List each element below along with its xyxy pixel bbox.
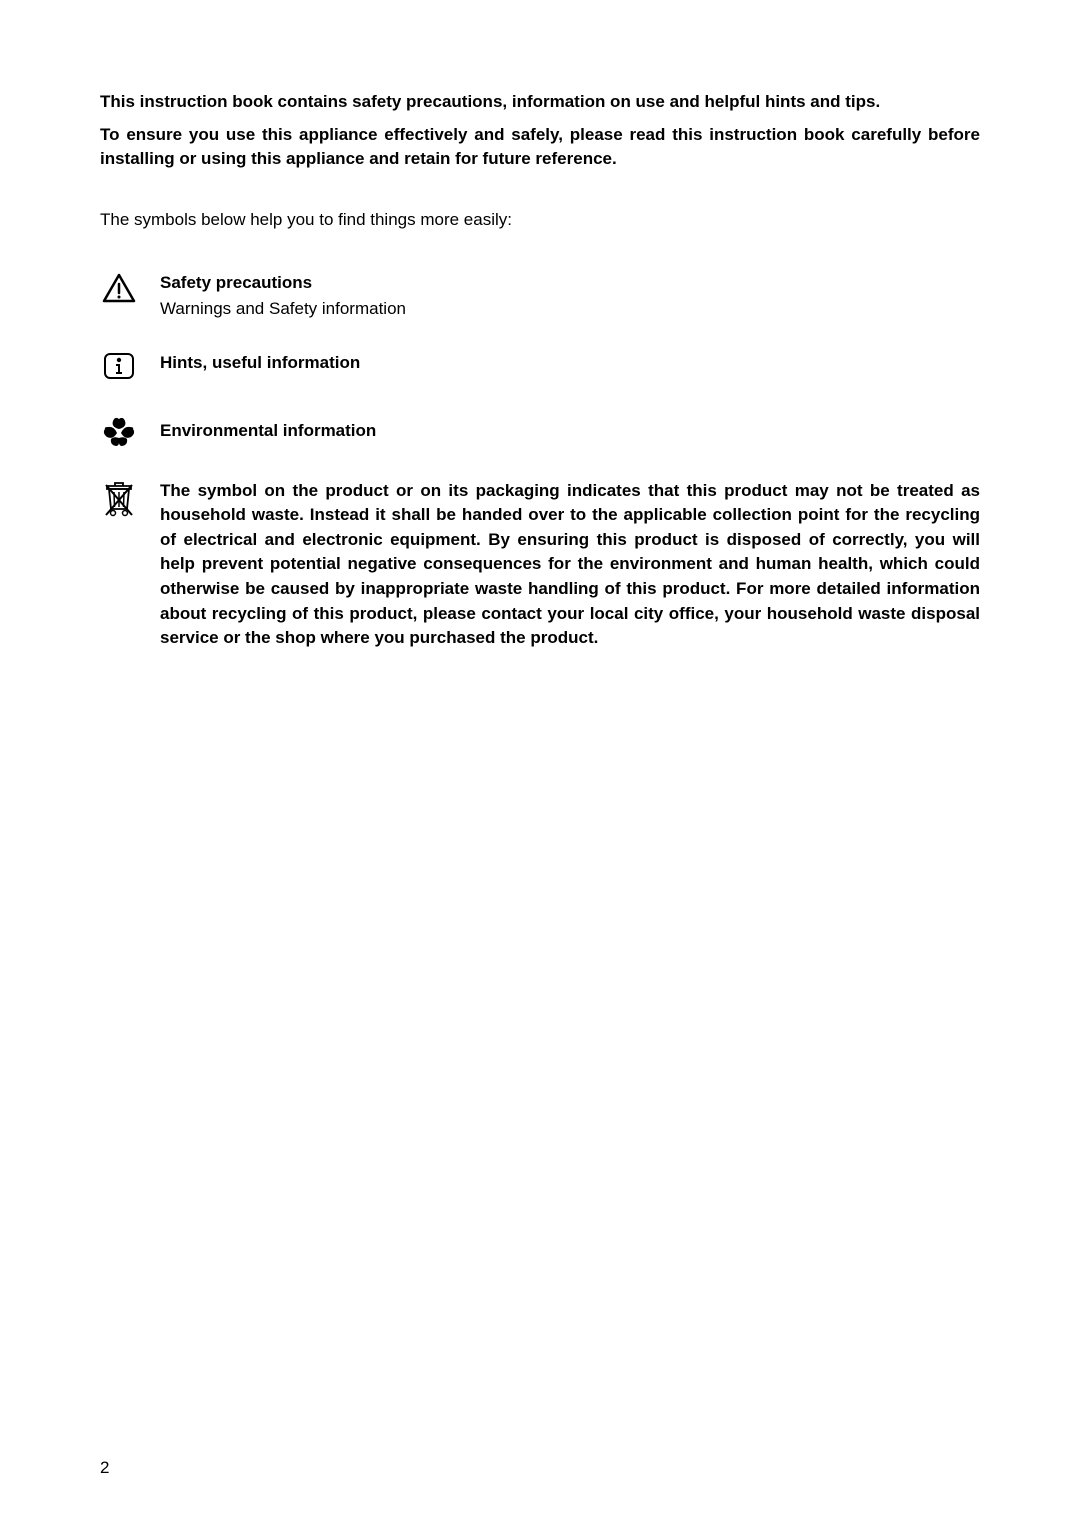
symbols-intro: The symbols below help you to find thing…	[100, 208, 980, 233]
environmental-title: Environmental information	[160, 421, 376, 441]
crossed-bin-icon	[100, 481, 138, 519]
info-box-icon	[100, 347, 138, 385]
safety-desc: Warnings and Safety information	[160, 299, 406, 319]
leaf-flower-icon	[100, 413, 138, 451]
recycle-row: The symbol on the product or on its pack…	[100, 479, 980, 651]
intro-line-2: To ensure you use this appliance effecti…	[100, 123, 980, 172]
warning-triangle-icon	[100, 269, 138, 307]
hints-title: Hints, useful information	[160, 353, 360, 373]
hints-row: Hints, useful information	[100, 347, 980, 385]
environmental-row: Environmental information	[100, 413, 980, 451]
intro-line-1: This instruction book contains safety pr…	[100, 90, 980, 115]
safety-row: Safety precautions Warnings and Safety i…	[100, 269, 980, 319]
page-number: 2	[100, 1458, 109, 1478]
recycle-text: The symbol on the product or on its pack…	[160, 479, 980, 651]
safety-title: Safety precautions	[160, 273, 406, 293]
